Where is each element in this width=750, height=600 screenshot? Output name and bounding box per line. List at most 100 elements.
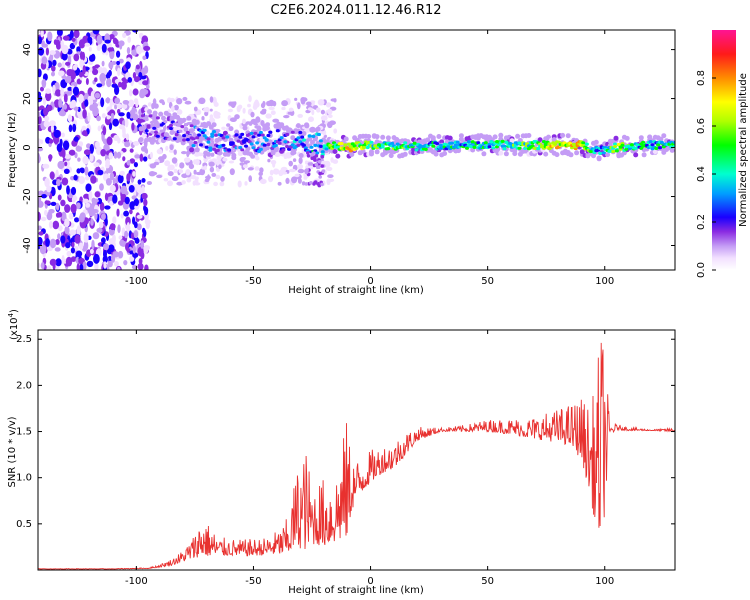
spectrogram-cell: [134, 198, 140, 207]
spectrogram-cell: [262, 143, 267, 147]
spectrogram-cell: [315, 126, 321, 132]
spectrogram-cell: [352, 144, 357, 148]
spectrogram-cell: [333, 128, 338, 134]
x-tick-label: -50: [245, 276, 261, 287]
spectrogram-cell: [90, 175, 97, 184]
spectrogram-cell: [307, 134, 312, 138]
spectrogram-cell: [515, 133, 521, 139]
spectrogram-cell: [310, 139, 315, 145]
spectrogram-cell: [302, 143, 306, 147]
spectrogram-cell: [185, 130, 190, 135]
spectrogram-cell: [46, 104, 53, 112]
spectrogram-cell: [465, 146, 469, 150]
spectrogram-cell: [540, 144, 544, 148]
spectrogram-cell: [274, 151, 282, 157]
spectrogram-cell: [436, 134, 442, 139]
spectrogram-cell: [204, 178, 210, 183]
spectrogram-cell: [38, 115, 42, 125]
spectrogram-cell: [598, 151, 603, 155]
spectrogram-cell: [54, 247, 61, 252]
spectrogram-cell: [99, 221, 104, 229]
spectrogram-cell: [297, 168, 305, 174]
spectrogram-cell: [119, 170, 125, 176]
spectrogram-cell: [46, 265, 52, 270]
spectrogram-cell: [641, 140, 646, 144]
snr-y-multiplier: (x104): [7, 309, 20, 340]
spectrogram-cell: [144, 117, 149, 122]
spectrogram-cell: [69, 229, 77, 236]
spectrogram-cell: [74, 217, 80, 223]
spectrogram-cell: [116, 266, 121, 270]
spectrogram-cell: [57, 225, 63, 232]
spectrogram-cell: [129, 89, 133, 97]
spectrogram-cell: [38, 147, 44, 152]
spectrogram-cell: [38, 47, 45, 56]
spectrogram-cell: [242, 107, 246, 114]
spectrogram-cell: [281, 148, 286, 152]
spectrogram-cell: [169, 144, 174, 151]
spectrogram-cell: [669, 147, 675, 153]
spectrogram-cell: [211, 172, 217, 177]
spectrogram-cell: [318, 139, 323, 143]
spectrogram-cell: [73, 106, 79, 111]
spectrogram-cell: [101, 237, 106, 244]
spectrogram-cell: [659, 140, 664, 145]
spectrogram-cell: [67, 114, 73, 123]
spectrogram-cell: [142, 133, 147, 138]
spectrogram-cell: [193, 106, 198, 112]
x-tick-label: 0: [367, 576, 373, 587]
spectrogram-cell: [92, 30, 100, 35]
spectrogram-cell: [297, 113, 304, 118]
spectrogram-cell: [156, 148, 163, 155]
spectrogram-cell: [109, 49, 115, 60]
spectrogram-cell: [87, 95, 92, 101]
spectrogram-cell: [624, 135, 630, 141]
spectrogram-cell: [142, 55, 147, 61]
spectrogram-cell: [171, 176, 179, 182]
spectrogram-cell: [116, 104, 123, 109]
spectrogram-cell: [320, 182, 324, 187]
spectrogram-cell: [304, 127, 311, 133]
spectrogram-cell: [302, 138, 306, 142]
spectrogram-cell: [325, 102, 332, 108]
spectrogram-cell: [199, 143, 203, 147]
spectrogram-cell: [186, 177, 192, 183]
spectrogram-cell: [322, 129, 327, 136]
spectrogram-cell: [314, 162, 319, 167]
spectrogram-cell: [118, 81, 122, 88]
spectrogram-cell: [140, 114, 145, 118]
spectrogram-cell: [50, 201, 57, 206]
spectrogram-cell: [126, 173, 131, 182]
spectrogram-cell: [126, 160, 131, 166]
spectrogram-cell: [279, 136, 284, 140]
spectrogram-cell: [309, 145, 314, 149]
spectrogram-cell: [203, 107, 210, 113]
spectrogram-cell: [116, 208, 120, 217]
spectrogram-cell: [176, 98, 183, 105]
spectrogram-cell: [167, 180, 173, 187]
spectrogram-cell: [94, 191, 101, 198]
spectrogram-cell: [502, 147, 507, 151]
spectrogram-cell: [195, 136, 200, 140]
spectrogram-cell: [147, 109, 152, 115]
spectrogram-cell: [49, 120, 56, 127]
spectrogram-cell: [272, 161, 276, 168]
snr-x-ticks: -100 -50 0 50 100: [125, 330, 614, 587]
spectrogram-cell: [253, 101, 260, 108]
spectrogram-cell: [55, 89, 62, 97]
spectrogram-cell: [68, 149, 76, 156]
x-tick-label: 0: [367, 276, 373, 287]
spectrogram-cell: [633, 152, 639, 158]
spectrogram-cell: [605, 152, 611, 158]
spectrogram-cell: [133, 221, 138, 229]
spectrogram-cell: [374, 134, 380, 140]
spectrogram-cell: [178, 139, 183, 143]
spectrogram-cell: [83, 149, 91, 156]
spectrogram-cell: [89, 143, 95, 154]
spectrogram-cell: [244, 144, 248, 148]
spectrogram-cell: [266, 142, 271, 147]
spectrogram-cell: [180, 125, 185, 129]
spectrogram-cell: [75, 250, 83, 258]
y-tick-label: 2.0: [16, 380, 32, 391]
spectrogram-cell: [269, 169, 274, 176]
